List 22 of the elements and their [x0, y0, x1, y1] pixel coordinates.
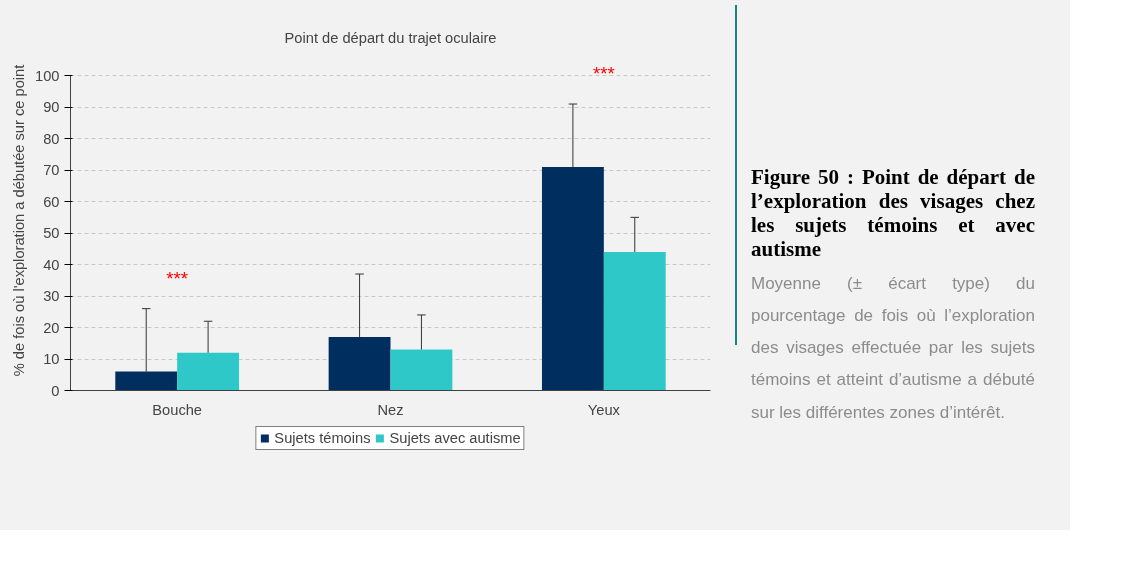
x-tick-label: Yeux — [587, 401, 621, 418]
legend-label: Sujets avec autisme — [389, 430, 521, 446]
legend-label: Sujets témoins — [274, 430, 371, 446]
y-tick-label: 80 — [43, 130, 60, 147]
y-tick-label: 10 — [43, 351, 60, 368]
y-axis-title: % de fois où l'exploration a débutée sur ce point — [11, 64, 28, 377]
x-tick-label: Bouche — [152, 401, 203, 418]
y-tick-label: 90 — [43, 99, 60, 116]
caption: Figure 50 : Point de départ de l’exploration des visages chez les sujets témoins et avec autisme — [751, 165, 1035, 262]
y-tick-label: 60 — [43, 193, 60, 210]
y-tick-label: 30 — [43, 288, 60, 305]
annotation: *** — [166, 267, 189, 289]
annotation: *** — [592, 63, 615, 85]
y-tick-label: 40 — [43, 256, 60, 273]
y-tick-label: 0 — [51, 382, 60, 399]
y-tick-label: 70 — [43, 162, 60, 179]
y-tick-label: 20 — [43, 319, 60, 336]
y-tick-label: 100 — [35, 67, 60, 84]
x-tick-label: Nez — [377, 401, 404, 418]
chart-title: Point de départ du trajet oculaire — [284, 29, 497, 46]
y-tick-label: 50 — [43, 225, 60, 242]
text: Moyenne (± écart type) du pourcentage de fois où l’exploration des visages effectuée par les sujets témoins et atteint d’autisme a débuté sur les différentes zones d’intérêt. — [751, 272, 1035, 424]
